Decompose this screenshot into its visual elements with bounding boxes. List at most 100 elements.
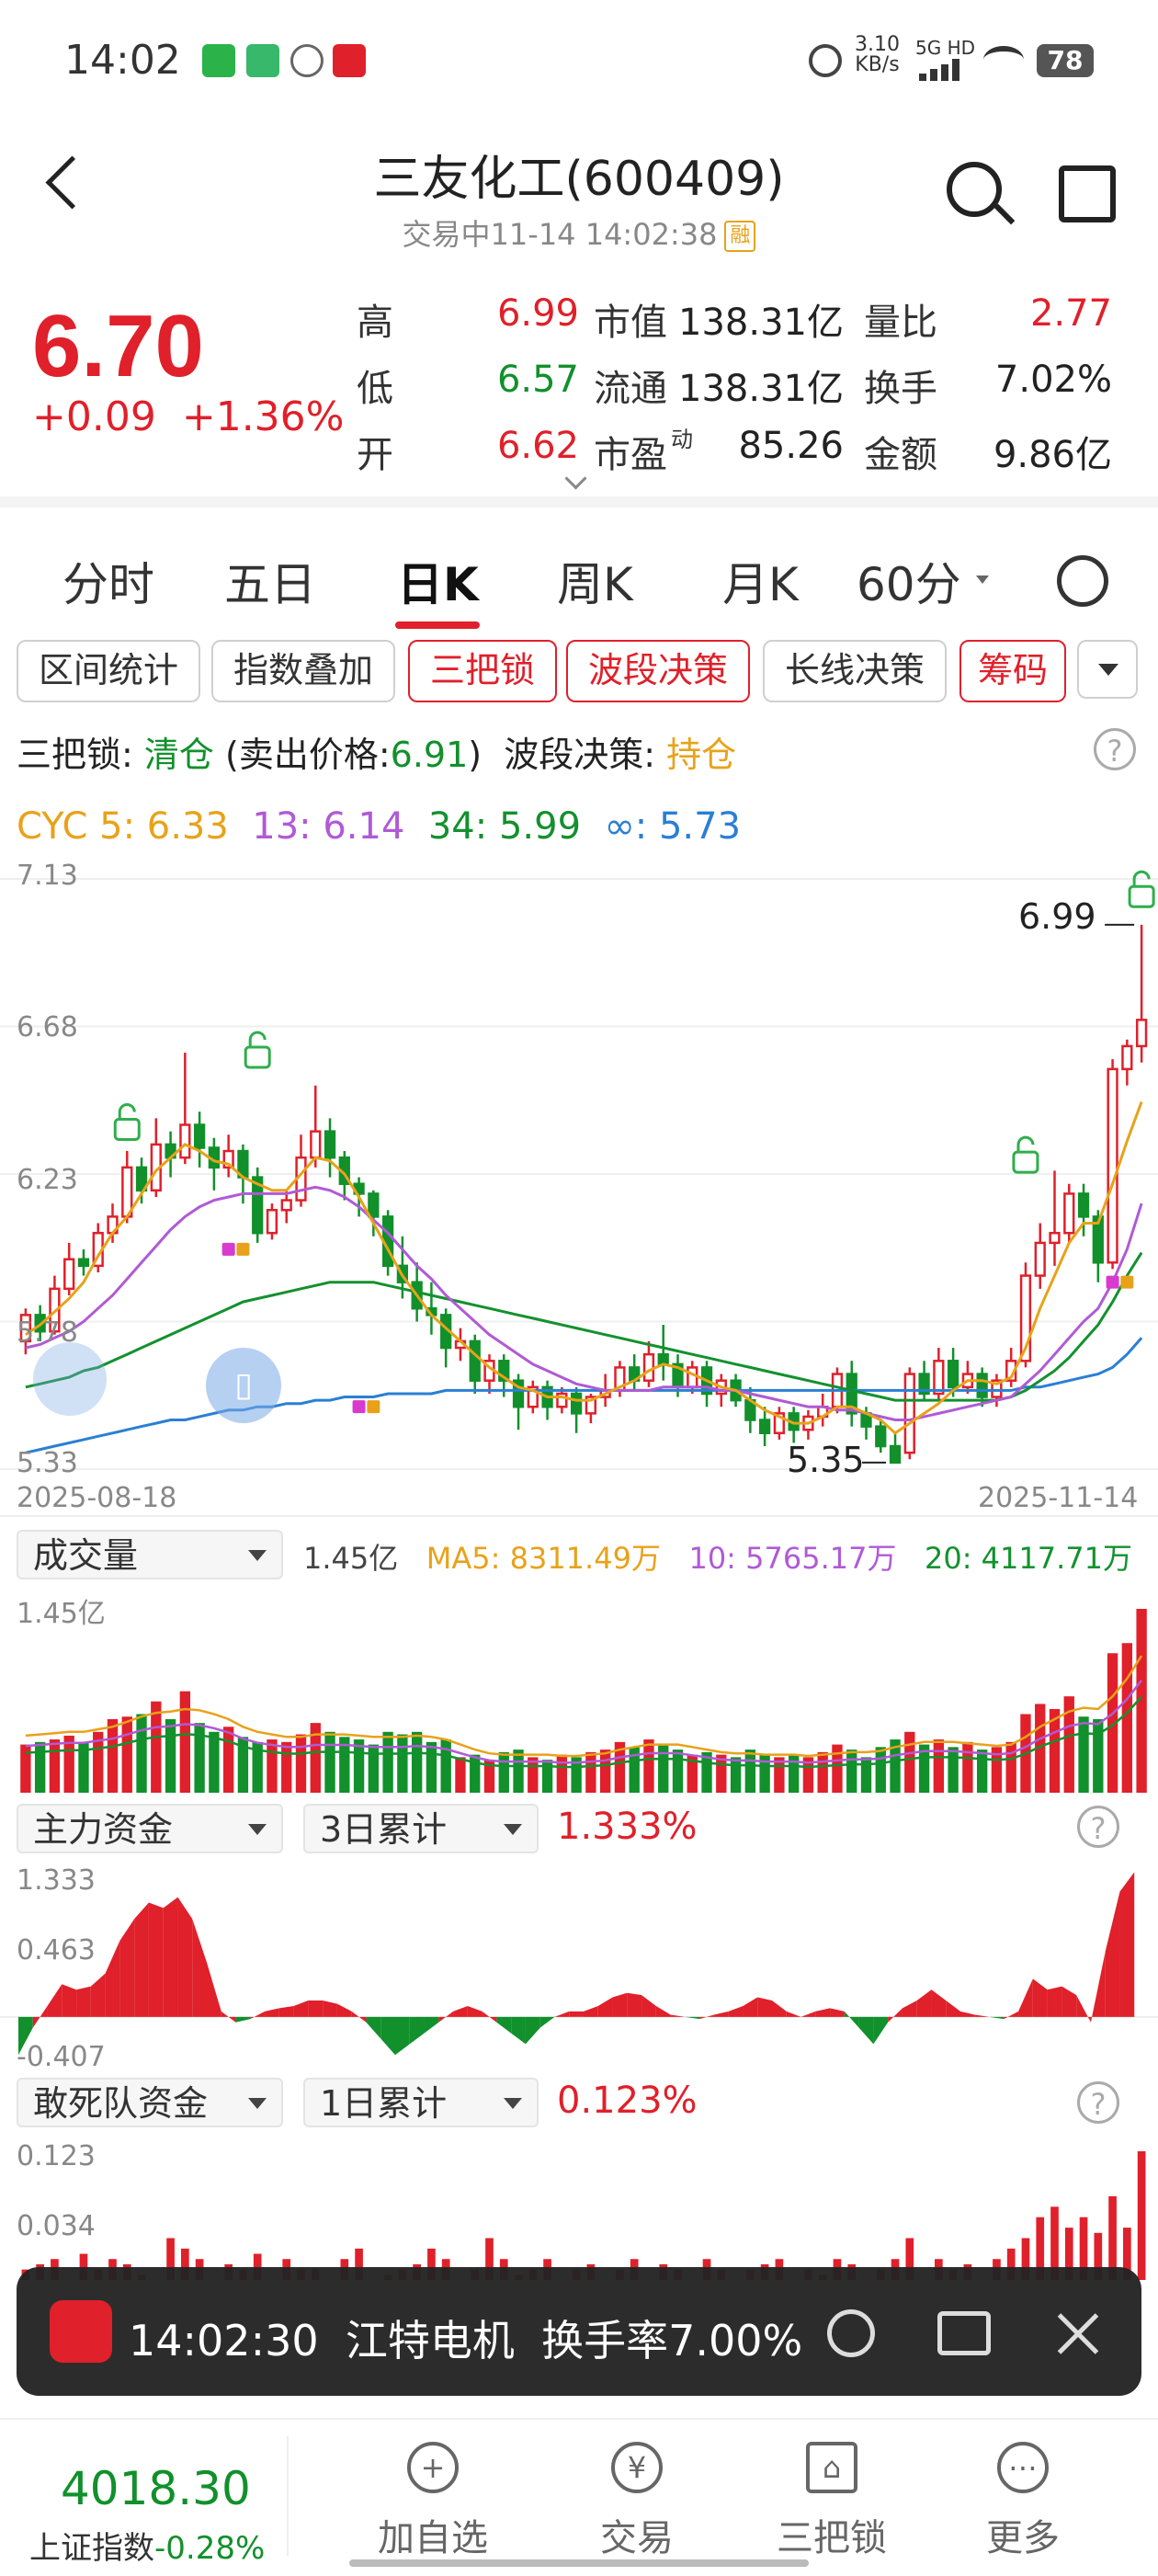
fund-area-segment	[351, 2011, 367, 2023]
main-fund-chart[interactable]	[0, 1861, 1158, 2072]
tool-button-0[interactable]: 区间统计	[17, 640, 200, 702]
help-icon[interactable]: ?	[1077, 2081, 1119, 2124]
fund-area-segment	[409, 2016, 425, 2045]
net-speed: 3.10	[855, 33, 900, 56]
team-value: 0.123%	[557, 2080, 698, 2122]
tab-3[interactable]: 周K	[557, 558, 633, 611]
candle	[846, 1361, 857, 1427]
tool-button-1[interactable]: 指数叠加	[211, 640, 395, 702]
toast-close-icon[interactable]	[1055, 2311, 1101, 2357]
lock-shackle	[1132, 870, 1151, 887]
trade-icon[interactable]: ¥	[611, 2442, 663, 2493]
candle	[1077, 1183, 1090, 1237]
team-bar	[485, 2238, 494, 2280]
tool-button-4[interactable]: 长线决策	[763, 640, 947, 702]
volume-bar	[397, 1734, 408, 1793]
team-selector[interactable]: 敢死队资金	[17, 2078, 283, 2127]
volume-selector[interactable]: 成交量	[17, 1530, 283, 1579]
trade-status: 交易中11-14 14:02:38 融	[0, 211, 1158, 254]
tool-button-3[interactable]: 波段决策	[566, 640, 750, 702]
bottom-bar	[0, 2418, 1158, 2576]
volume-bar	[962, 1741, 973, 1793]
fund-area-segment	[366, 2016, 381, 2039]
tab-4[interactable]: 月K	[722, 558, 799, 611]
volume-bar	[63, 1735, 74, 1793]
volume-chart[interactable]	[0, 1581, 1158, 1795]
toast-message[interactable]: 14:02:30 江特电机 换手率7.00%	[129, 2316, 803, 2365]
fund-area-segment	[148, 1902, 164, 2017]
fund-area-segment	[1076, 1995, 1091, 2023]
fund-period-selector[interactable]: 3日累计	[303, 1804, 539, 1853]
candle-body	[918, 1373, 930, 1396]
tool-button-2[interactable]: 三把锁	[408, 640, 557, 702]
candle	[1135, 924, 1148, 1063]
toast-settings-icon[interactable]	[827, 2309, 875, 2357]
volume-bar	[672, 1750, 684, 1793]
tab-0[interactable]: 分时	[62, 558, 154, 611]
nav-more[interactable]: 更多	[986, 2517, 1060, 2559]
nav-trade[interactable]: 交易	[600, 2517, 674, 2559]
float-share-icon[interactable]: ▯	[206, 1348, 281, 1423]
fund-area-segment	[47, 1984, 62, 2017]
team-bar	[1079, 2217, 1088, 2280]
fund-area-segment	[1090, 1951, 1106, 2023]
tab-2[interactable]: 日K	[397, 558, 479, 611]
quote-label: 市盈	[594, 434, 667, 476]
team-bar	[1137, 2151, 1146, 2280]
volume-bar	[643, 1739, 654, 1793]
fund-value: 1.333%	[557, 1806, 698, 1848]
index-info[interactable]: 上证指数-0.28%	[29, 2530, 266, 2567]
notification-toast[interactable]	[17, 2267, 1141, 2396]
fund-area-segment	[815, 2008, 831, 2017]
fund-area-segment	[728, 2005, 744, 2017]
tab-dropdown-icon[interactable]	[976, 576, 989, 584]
index-value[interactable]: 4018.30	[61, 2462, 251, 2515]
candle	[687, 1361, 698, 1394]
nav-add-watchlist[interactable]: 加自选	[378, 2517, 488, 2559]
lock-closed-icon	[1106, 1275, 1119, 1289]
more-tools-button[interactable]	[1077, 640, 1138, 699]
toast-minimize-icon[interactable]	[937, 2311, 991, 2355]
float-left-icon[interactable]	[33, 1342, 107, 1416]
candle	[629, 1354, 641, 1391]
three-locks-icon[interactable]: ⌂	[806, 2442, 857, 2493]
volume-bar	[730, 1757, 742, 1793]
tab-5[interactable]: 60分	[857, 558, 961, 611]
team-bar	[1123, 2228, 1131, 2280]
quote-value: 6.62	[496, 425, 579, 467]
help-icon[interactable]: ?	[1094, 728, 1136, 770]
tab-1[interactable]: 五日	[224, 558, 316, 611]
search-icon[interactable]	[947, 162, 1002, 217]
lock-open-icon	[1128, 884, 1155, 908]
team-period-selector[interactable]: 1日累计	[303, 2078, 539, 2127]
candle-body	[570, 1392, 583, 1415]
candle-body	[222, 1149, 234, 1169]
share-icon[interactable]	[1059, 165, 1116, 222]
candle	[889, 1432, 902, 1465]
team-fund-chart[interactable]	[0, 2133, 1158, 2280]
volume-bar	[339, 1737, 350, 1793]
expand-icon[interactable]	[564, 467, 587, 490]
lock-open-icon	[244, 1045, 271, 1069]
candle-body	[657, 1352, 669, 1366]
volume-bar	[614, 1741, 626, 1793]
candle-body	[1063, 1192, 1075, 1235]
more-icon[interactable]: ⋯	[997, 2442, 1049, 2493]
volume-bar	[744, 1750, 756, 1793]
volume-bar	[483, 1760, 495, 1793]
fund-area-segment	[1004, 2011, 1019, 2020]
candle-body	[310, 1130, 322, 1159]
ma13-line	[25, 1185, 1143, 1421]
help-icon[interactable]: ?	[1077, 1806, 1119, 1848]
kline-chart[interactable]	[0, 862, 1158, 1487]
fund-area-segment	[1018, 1978, 1033, 2017]
add-watchlist-icon[interactable]: +	[407, 2442, 459, 2493]
settings-icon[interactable]	[1057, 555, 1108, 607]
nav-three-locks[interactable]: 三把锁	[777, 2517, 887, 2559]
fund-area-segment	[743, 1997, 758, 2017]
candle	[875, 1419, 887, 1453]
tool-button-5[interactable]: 筹码	[959, 640, 1066, 702]
fund-selector[interactable]: 主力资金	[17, 1804, 283, 1853]
fund-area-segment	[482, 2011, 497, 2023]
fund-area-segment	[424, 2016, 439, 2034]
